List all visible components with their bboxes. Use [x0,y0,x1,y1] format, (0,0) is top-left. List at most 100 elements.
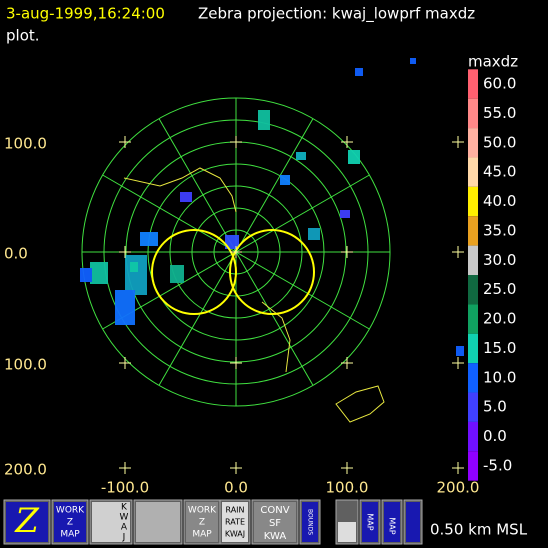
grid-cross [119,357,131,369]
x-axis-label: 200.0 [437,479,480,497]
grid-button[interactable] [335,499,359,545]
colorbar-title: maxdz [468,53,518,71]
colorbar-swatch [468,128,478,158]
work-map-button[interactable]: WORK Z MAP [183,499,221,545]
button-face [54,502,86,542]
echo [258,110,270,130]
button-label: Z [14,501,40,541]
button-face [406,502,420,542]
echo [80,268,92,282]
echo [170,265,184,283]
button-label: RATE [225,518,245,527]
y-axis-label: 0.0 [4,245,28,263]
button-label: W [120,513,129,523]
echo [308,228,320,240]
colorbar-swatch [468,363,478,393]
button-label: A [121,523,128,533]
coverage-circle [151,229,237,315]
grid-cross [230,246,242,258]
loop-button[interactable] [403,499,423,545]
x-axis-label: 100.0 [326,479,369,497]
echo [410,58,416,64]
button-face [384,502,400,542]
colorbar-label: 5.0 [483,398,507,416]
button-face [254,502,296,542]
button-label: Z [67,518,73,528]
colorbar-swatch [468,392,478,422]
button-label: RAIN [225,506,244,515]
colorbar-swatch [468,421,478,452]
z-button[interactable]: Z [3,499,51,545]
radar-echoes [80,58,464,356]
colorbar-label: 25.0 [483,280,516,298]
echo [125,255,147,295]
grid-cross [230,136,242,148]
title-cont: plot. [6,27,40,45]
kwaj-map-button[interactable]: KWAJ [89,499,133,545]
colorbar-swatch [468,451,478,481]
y-axis-label: 200.0 [4,461,47,479]
grid-cross [119,246,131,258]
button-label: Z [199,518,205,528]
coastline [261,301,291,373]
button-label: CONV [260,505,289,516]
colorbar-swatch [468,245,478,275]
button-label: MAP [366,513,375,530]
rain-rate-button[interactable]: RAIN RATE KWAJ [219,499,251,545]
echo [140,232,158,246]
y-axis-label: 100.0 [4,356,47,374]
toolbar: Z WORKZMAPKWAJWORKZMAPRAINRATEKWAJCONVSFK… [3,499,528,545]
colorbar-swatch [468,333,478,364]
coverage-circle [229,229,315,315]
x-axis-label: -100.0 [101,479,149,497]
echo [340,210,350,218]
button-label: KWA [264,531,287,542]
colorbar-label: 35.0 [483,221,516,239]
timestamp: 3-aug-1999,16:24:00 [6,5,165,23]
radar-button[interactable] [133,499,183,545]
grid-cross [341,136,353,148]
colorbar-label: 30.0 [483,251,516,269]
conv-button[interactable]: CONV SF KWA [251,499,299,545]
button-label: MAP [388,517,397,534]
button-label: WORK [188,506,217,516]
grid-cross [452,462,464,474]
button-label: MAP [60,530,80,540]
colorbar-label: 20.0 [483,310,516,328]
grid-cross [452,136,464,148]
colorbar-label: 10.0 [483,368,516,386]
echo [225,235,239,249]
button-face [222,502,248,542]
button-label: J [122,533,126,543]
echo [130,262,138,272]
colorbar-swatch [468,275,478,305]
button-face [362,502,378,542]
work-map-button[interactable]: WORK Z MAP [51,499,89,545]
grid-cross [452,246,464,258]
grid-cross [341,462,353,474]
colorbar-swatch [468,69,478,99]
grid-cross [230,357,242,369]
grid-cross [341,357,353,369]
map-button[interactable]: MAP [359,499,381,545]
colorbar-label: 50.0 [483,133,516,151]
button-face [338,522,356,542]
button-label: KWAJ [225,530,245,539]
button-face [136,502,180,542]
colorbar-swatch [468,304,478,334]
grid-cross [452,357,464,369]
map-button[interactable]: MAP [381,499,403,545]
grid-cross [230,462,242,474]
altitude-label: 0.50 km MSL [430,521,528,539]
button-face [186,502,218,542]
island-outline [335,385,385,423]
echo [180,192,192,202]
axis-labels: 100.0 0.0 100.0 200.0 -100.0 0.0 100.0 200.0 [4,135,479,497]
colorbar-label: -5.0 [483,457,512,475]
grid-cross [119,136,131,148]
colorbar-swatch [468,186,478,217]
button-face [6,502,48,542]
grid-cross [119,462,131,474]
bounds-button[interactable]: BOUNDS [299,499,321,545]
